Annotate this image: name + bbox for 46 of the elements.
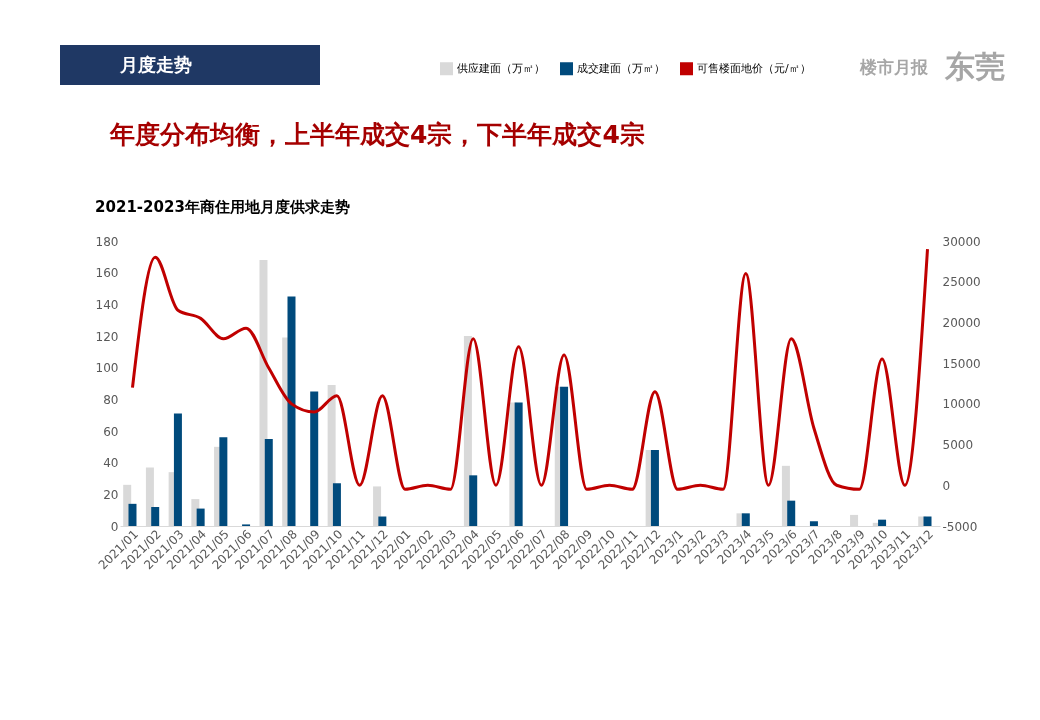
y2-tick-label: -5000 <box>942 519 978 534</box>
y2-tick-label: 0 <box>942 478 951 493</box>
bar <box>196 508 205 526</box>
bar <box>310 391 319 526</box>
legend-label: 供应建面（万㎡） <box>457 61 545 75</box>
bar <box>151 507 160 526</box>
y-tick-label: 20 <box>103 487 119 502</box>
bar <box>741 513 750 526</box>
chart-title: 年度分布均衡，上半年成交4宗，下半年成交4宗 <box>109 120 645 149</box>
bar <box>514 402 523 526</box>
bar <box>650 450 659 526</box>
y-tick-label: 40 <box>103 456 119 471</box>
bar <box>264 438 273 526</box>
y-tick-label: 60 <box>103 424 119 439</box>
y-tick-label: 0 <box>110 519 119 534</box>
bar <box>787 500 796 526</box>
bar <box>378 516 387 526</box>
y2-tick-label: 25000 <box>942 275 981 290</box>
bar <box>923 516 932 526</box>
y-tick-label: 120 <box>95 329 119 344</box>
y2-tick-label: 10000 <box>942 397 981 412</box>
y2-tick-label: 15000 <box>942 356 981 371</box>
bar <box>809 521 818 526</box>
y-tick-label: 180 <box>95 234 119 249</box>
bar <box>173 413 182 526</box>
y-tick-label: 160 <box>95 266 119 281</box>
y-tick-label: 140 <box>95 297 119 312</box>
y2-tick-label: 5000 <box>942 438 974 453</box>
bar <box>219 437 228 526</box>
y2-tick-label: 30000 <box>942 234 981 249</box>
text: 东莞 <box>944 49 1005 84</box>
text: 月度走势 <box>119 54 192 75</box>
bar <box>332 483 341 526</box>
chart-subtitle: 2021-2023年商住用地月度供求走势 <box>95 198 350 216</box>
bar <box>878 519 887 526</box>
y-tick-label: 80 <box>103 392 119 407</box>
bar <box>469 475 478 526</box>
y-tick-label: 100 <box>95 361 119 376</box>
legend-label: 可售楼面地价（元/㎡） <box>697 61 811 75</box>
line-series <box>130 247 930 491</box>
text: 楼市月报 <box>859 57 929 77</box>
legend-label: 成交建面（万㎡） <box>577 61 665 75</box>
bar <box>560 386 569 526</box>
bar <box>287 296 296 526</box>
bar <box>128 503 137 526</box>
y2-tick-label: 20000 <box>942 315 981 330</box>
